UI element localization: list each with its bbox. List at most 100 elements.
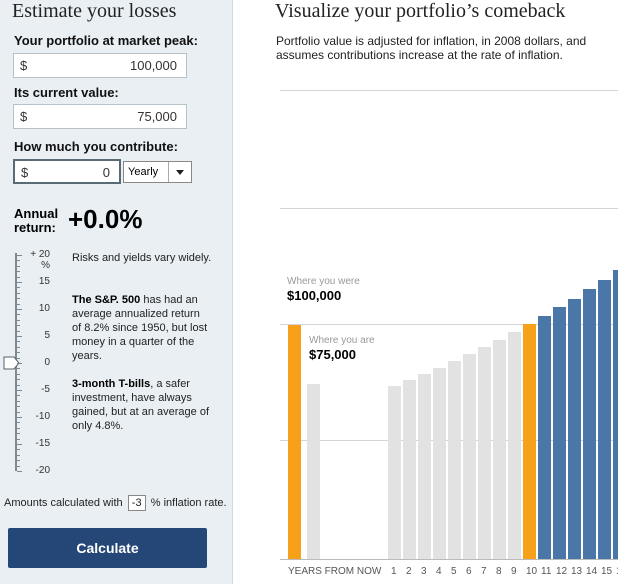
contribute-label: How much you contribute: xyxy=(14,139,178,154)
x-tick-label: 11 xyxy=(541,566,552,577)
calculate-button[interactable]: Calculate xyxy=(8,528,207,568)
chart-title: Visualize your portfolio’s comeback xyxy=(275,0,566,22)
note-sp500: The S&P. 500 has had an average annualiz… xyxy=(72,293,212,363)
slider-minor-tick xyxy=(17,395,20,397)
slider-tick xyxy=(17,255,22,256)
x-tick-label: 9 xyxy=(511,566,517,577)
are-label: Where you are xyxy=(309,335,375,346)
slider-minor-tick xyxy=(17,384,20,386)
slider-tick-label: -15 xyxy=(35,438,50,449)
inflation-row: Amounts calculated with -3 % inflation r… xyxy=(4,495,227,511)
chevron-down-icon[interactable] xyxy=(168,162,191,182)
peak-value-field[interactable]: $ 100,000 xyxy=(13,53,187,78)
slider-tick xyxy=(17,336,22,337)
slider-tick-label: -20 xyxy=(35,465,50,476)
current-value: 75,000 xyxy=(137,109,177,124)
calculator-panel: Estimate your losses Your portfolio at m… xyxy=(0,0,233,584)
x-tick-label: 5 xyxy=(451,566,457,577)
slider-minor-tick xyxy=(17,454,20,456)
slider-minor-tick xyxy=(17,379,20,381)
slider-minor-tick xyxy=(17,341,20,343)
x-tick-label: 8 xyxy=(496,566,502,577)
are-value: $75,000 xyxy=(309,347,356,362)
chart-bar xyxy=(307,383,320,559)
frequency-selected: Yearly xyxy=(128,166,159,178)
current-label: Its current value: xyxy=(14,85,119,100)
x-tick-label: 3 xyxy=(421,566,427,577)
slider-tick xyxy=(17,282,22,283)
slider-minor-tick xyxy=(17,406,20,408)
slider-minor-tick xyxy=(17,422,20,424)
x-tick-label: 14 xyxy=(586,566,598,577)
inflation-prefix: Amounts calculated with xyxy=(4,496,123,509)
note-tbills-bold: 3-month T-bills xyxy=(72,378,151,390)
slider-minor-tick xyxy=(17,433,20,435)
chart-bar xyxy=(598,280,611,559)
were-value: $100,000 xyxy=(287,288,342,303)
peak-value: 100,000 xyxy=(130,58,177,73)
inflation-input[interactable]: -3 xyxy=(127,495,146,511)
chart-bar xyxy=(388,386,401,559)
chart-bar xyxy=(583,289,596,559)
x-tick-label: 6 xyxy=(466,566,472,577)
slider-tick-label: 15 xyxy=(38,276,50,287)
chart-bar xyxy=(448,361,461,559)
slider-tick-label: -5 xyxy=(41,384,50,395)
slider-tick xyxy=(17,390,22,391)
currency-symbol: $ xyxy=(20,58,28,73)
slider-minor-tick xyxy=(17,260,20,262)
frequency-select[interactable]: Yearly xyxy=(123,161,192,183)
contribute-field[interactable]: $ 0 xyxy=(13,159,121,184)
slider-minor-tick xyxy=(17,438,20,440)
x-tick-label: 15 xyxy=(601,566,613,577)
inflation-suffix: % inflation rate. xyxy=(150,496,227,509)
note-tbills-text: , a safer investment, have always gained… xyxy=(72,378,209,432)
chart-bar xyxy=(568,298,581,559)
gridline xyxy=(280,324,618,325)
slider-minor-tick xyxy=(17,427,20,429)
chart-baseline xyxy=(280,559,618,560)
x-tick-label: 7 xyxy=(481,566,487,577)
gridline xyxy=(280,208,618,209)
slider-minor-tick xyxy=(17,303,20,305)
slider-minor-tick xyxy=(17,287,20,289)
slider-minor-tick xyxy=(17,314,20,316)
slider-minor-tick xyxy=(17,325,20,327)
panel-title: Estimate your losses xyxy=(12,0,177,22)
slider-tick xyxy=(17,471,22,472)
chart-bar xyxy=(463,354,476,559)
chart-bar xyxy=(493,339,506,559)
note-sp500-bold: The S&P. 500 xyxy=(72,294,141,306)
chart-bar xyxy=(523,324,536,559)
slider-tick xyxy=(17,309,22,310)
slider-tick xyxy=(17,363,22,364)
slider-minor-tick xyxy=(17,460,20,462)
slider-tick xyxy=(17,417,22,418)
note-risks: Risks and yields vary widely. xyxy=(72,252,212,264)
x-tick-label: 13 xyxy=(571,566,583,577)
slider-minor-tick xyxy=(17,298,20,300)
x-tick-label: 10 xyxy=(526,566,538,577)
note-tbills: 3-month T-bills, a safer investment, hav… xyxy=(72,377,212,433)
slider-tick-label: -10 xyxy=(35,411,50,422)
current-value-field[interactable]: $ 75,000 xyxy=(13,104,187,129)
slider-minor-tick xyxy=(17,400,20,402)
x-tick-label: 2 xyxy=(406,566,412,577)
x-tick-label: 4 xyxy=(436,566,442,577)
chart-bar xyxy=(538,315,551,559)
slider-minor-tick xyxy=(17,352,20,354)
slider-minor-tick xyxy=(17,373,20,375)
currency-symbol: $ xyxy=(21,165,29,180)
slider-minor-tick xyxy=(17,368,20,370)
slider-minor-tick xyxy=(17,330,20,332)
slider-minor-tick xyxy=(17,319,20,321)
x-tick-label: 1 xyxy=(391,566,397,577)
slider-minor-tick xyxy=(17,271,20,273)
slider-minor-tick xyxy=(17,357,20,359)
chart-subtitle: Portfolio value is adjusted for inflatio… xyxy=(276,34,587,62)
contribute-value: 0 xyxy=(102,165,110,180)
slider-handle-icon[interactable] xyxy=(3,356,20,370)
chart-bar xyxy=(553,307,566,559)
chart-bar xyxy=(613,270,618,559)
